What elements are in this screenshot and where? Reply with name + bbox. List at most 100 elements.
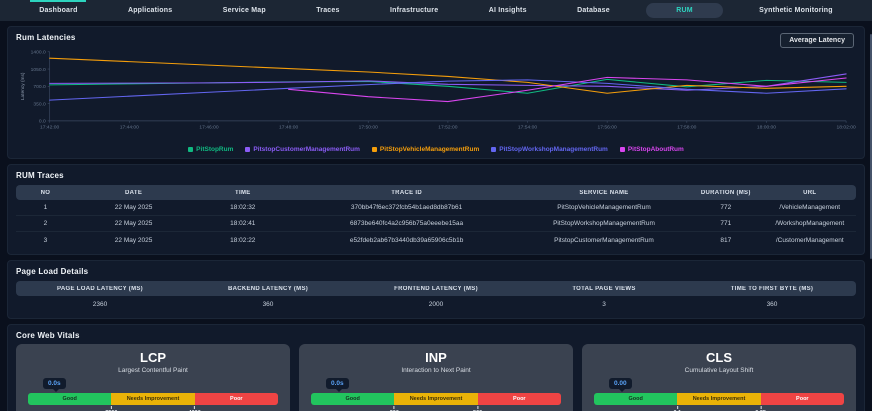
table-cell: 2000 — [428, 300, 444, 308]
vital-threshold-tick: 2500 — [105, 406, 117, 411]
core-web-vitals-panel: Core Web Vitals LCP Largest Contentful Pa… — [7, 324, 865, 411]
table-row[interactable]: 2360 360 2000 3 360 — [16, 296, 856, 312]
nav-tab-rum[interactable]: RUM — [646, 3, 723, 18]
column-header: PAGE LOAD LATENCY (MS) — [57, 285, 143, 292]
column-header: TRACE ID — [391, 189, 422, 196]
table-cell: 2360 — [92, 300, 108, 308]
average-latency-button[interactable]: Average Latency — [780, 33, 854, 48]
table-cell: 370bb47f6ec372fcb54b1aed8db87b61 — [350, 204, 463, 211]
table-row[interactable]: 3 22 May 2025 18:02:22 e52fdeb2ab67b3440db3… — [16, 232, 856, 248]
table-header-row: PAGE LOAD LATENCY (MS) BACKEND LATENCY (M… — [16, 281, 856, 296]
nav-tab-applications[interactable]: Applications — [127, 7, 173, 14]
legend-item-PitStopAboutRum[interactable]: PitStopAboutRum — [619, 144, 684, 154]
table-cell: 817 — [720, 236, 732, 244]
page-load-details-table: PAGE LOAD LATENCY (MS) BACKEND LATENCY (M… — [16, 281, 856, 312]
legend-item-PitstopCustomerManagementRum[interactable]: PitstopCustomerManagementRum — [245, 144, 360, 154]
badge-caret-icon — [619, 389, 625, 392]
legend-item-PitStopWorkshopManagementRum[interactable]: PitStopWorkshopManagementRum — [491, 144, 608, 154]
legend-item-PitStopRum[interactable]: PitStopRum — [188, 144, 233, 154]
legend-item-PitStopVehicleManagementRum[interactable]: PitStopVehicleManagementRum — [371, 144, 480, 154]
vital-current-value-badge: 0.0s — [43, 378, 66, 389]
table-cell: 18:02:32 — [230, 204, 256, 211]
legend-swatch — [188, 146, 194, 152]
vital-full-name: Largest Contentful Paint — [118, 367, 188, 374]
nav-tab-database[interactable]: Database — [577, 7, 610, 14]
nav-tab-ai-insights[interactable]: AI Insights — [488, 7, 527, 14]
tick-mark — [110, 406, 112, 409]
vital-segment-needs-improvement: Needs Improvement — [394, 393, 478, 405]
svg-text:700.0: 700.0 — [33, 84, 46, 90]
nav-tab-traces[interactable]: Traces — [316, 7, 340, 14]
vital-current-value-badge: 0.0s — [326, 378, 349, 389]
svg-text:17:56:00: 17:56:00 — [598, 125, 618, 131]
vital-threshold-tick: 0.25 — [755, 406, 766, 411]
table-row[interactable]: 2 22 May 2025 18:02:41 6873be640fc4a2c956b7… — [16, 216, 856, 232]
legend-swatch — [371, 146, 377, 152]
svg-text:17:58:00: 17:58:00 — [677, 125, 697, 131]
vital-threshold-ticks: 200 500 — [311, 406, 561, 411]
column-header: TIME — [235, 189, 251, 196]
table-cell: /CustomerManagement — [775, 236, 844, 244]
badge-caret-icon — [336, 389, 342, 392]
svg-text:17:44:00: 17:44:00 — [120, 125, 140, 131]
chart-line-PitStopVehicleManagementRum — [49, 57, 847, 94]
chart-line-PitStopWorkshopManagementRum — [49, 79, 847, 101]
chart-line-PitstopCustomerManagementRum — [49, 73, 847, 91]
svg-text:Latency (ms): Latency (ms) — [20, 72, 26, 100]
svg-text:18:02:00: 18:02:00 — [836, 125, 856, 131]
rum-traces-title: RUM Traces — [16, 171, 64, 180]
vital-badge-row: 0.0s — [311, 378, 561, 392]
svg-text:17:46:00: 17:46:00 — [199, 125, 219, 131]
table-row[interactable]: 1 22 May 2025 18:02:32 370bb47f6ec372fcb54b… — [16, 200, 856, 216]
top-accent-line — [30, 0, 86, 2]
table-cell: 18:02:22 — [230, 236, 256, 244]
nav-tab-infrastructure[interactable]: Infrastructure — [389, 7, 439, 14]
vital-segment-needs-improvement: Needs Improvement — [677, 393, 761, 405]
table-cell: 2 — [43, 220, 48, 227]
chart-line-PitStopAboutRum — [288, 76, 847, 103]
legend-label: PitStopAboutRum — [627, 145, 684, 153]
nav-tab-dashboard[interactable]: Dashboard — [39, 7, 78, 14]
table-cell: 360 — [262, 300, 274, 308]
tick-mark — [676, 406, 678, 409]
core-web-vitals-title: Core Web Vitals — [16, 331, 80, 340]
table-cell: 22 May 2025 — [114, 204, 153, 211]
vital-threshold-ticks: 0.1 0.25 — [594, 406, 844, 411]
legend-label: PitStopVehicleManagementRum — [379, 145, 480, 153]
table-cell: PitstopCustomerManagementRum — [554, 236, 654, 244]
vital-current-value-badge: 0.00 — [609, 378, 632, 389]
table-cell: e52fdeb2ab67b3440db39a65906c5b1b — [349, 236, 464, 244]
tick-mark — [393, 406, 395, 409]
vital-segment-poor: Poor — [760, 393, 844, 405]
table-cell: 771 — [720, 220, 732, 227]
vital-full-name: Cumulative Layout Shift — [684, 367, 754, 374]
page-load-details-title: Page Load Details — [16, 267, 89, 276]
vital-threshold-tick: 4000 — [189, 406, 201, 411]
tick-mark — [477, 406, 479, 409]
svg-text:17:52:00: 17:52:00 — [438, 125, 458, 131]
vital-segment-good: Good — [28, 393, 112, 405]
legend-label: PitstopCustomerManagementRum — [253, 145, 360, 153]
nav-tab-synthetic-monitoring[interactable]: Synthetic Monitoring — [759, 7, 833, 14]
legend-swatch — [491, 146, 497, 152]
vitals-cards: LCP Largest Contentful Paint 0.0s Good Needs… — [16, 344, 856, 411]
column-header: DURATION (MS) — [700, 189, 751, 196]
column-header: SERVICE NAME — [579, 189, 629, 196]
rum-traces-table: NO DATE TIME TRACE ID SERVICE NAME DURATION (… — [16, 185, 856, 248]
vital-badge-row: 0.00 — [594, 378, 844, 392]
scrollbar-thumb[interactable] — [870, 34, 872, 259]
scrollbar — [869, 24, 872, 409]
vital-abbr: CLS — [706, 350, 732, 365]
vital-segment-good: Good — [311, 393, 395, 405]
vital-abbr: LCP — [140, 350, 166, 365]
svg-text:17:42:00: 17:42:00 — [40, 125, 60, 131]
table-cell: 1 — [43, 204, 48, 211]
vital-threshold-bar: Good Needs Improvement Poor — [311, 393, 561, 405]
legend-label: PitStopWorkshopManagementRum — [499, 145, 608, 153]
column-header: FRONTEND LATENCY (MS) — [394, 285, 478, 292]
tick-mark — [194, 406, 196, 409]
table-cell: 772 — [720, 204, 732, 211]
table-cell: PitStopWorkshopManagementRum — [553, 220, 655, 227]
nav-tab-service-map[interactable]: Service Map — [222, 7, 266, 14]
column-header: URL — [803, 189, 817, 196]
